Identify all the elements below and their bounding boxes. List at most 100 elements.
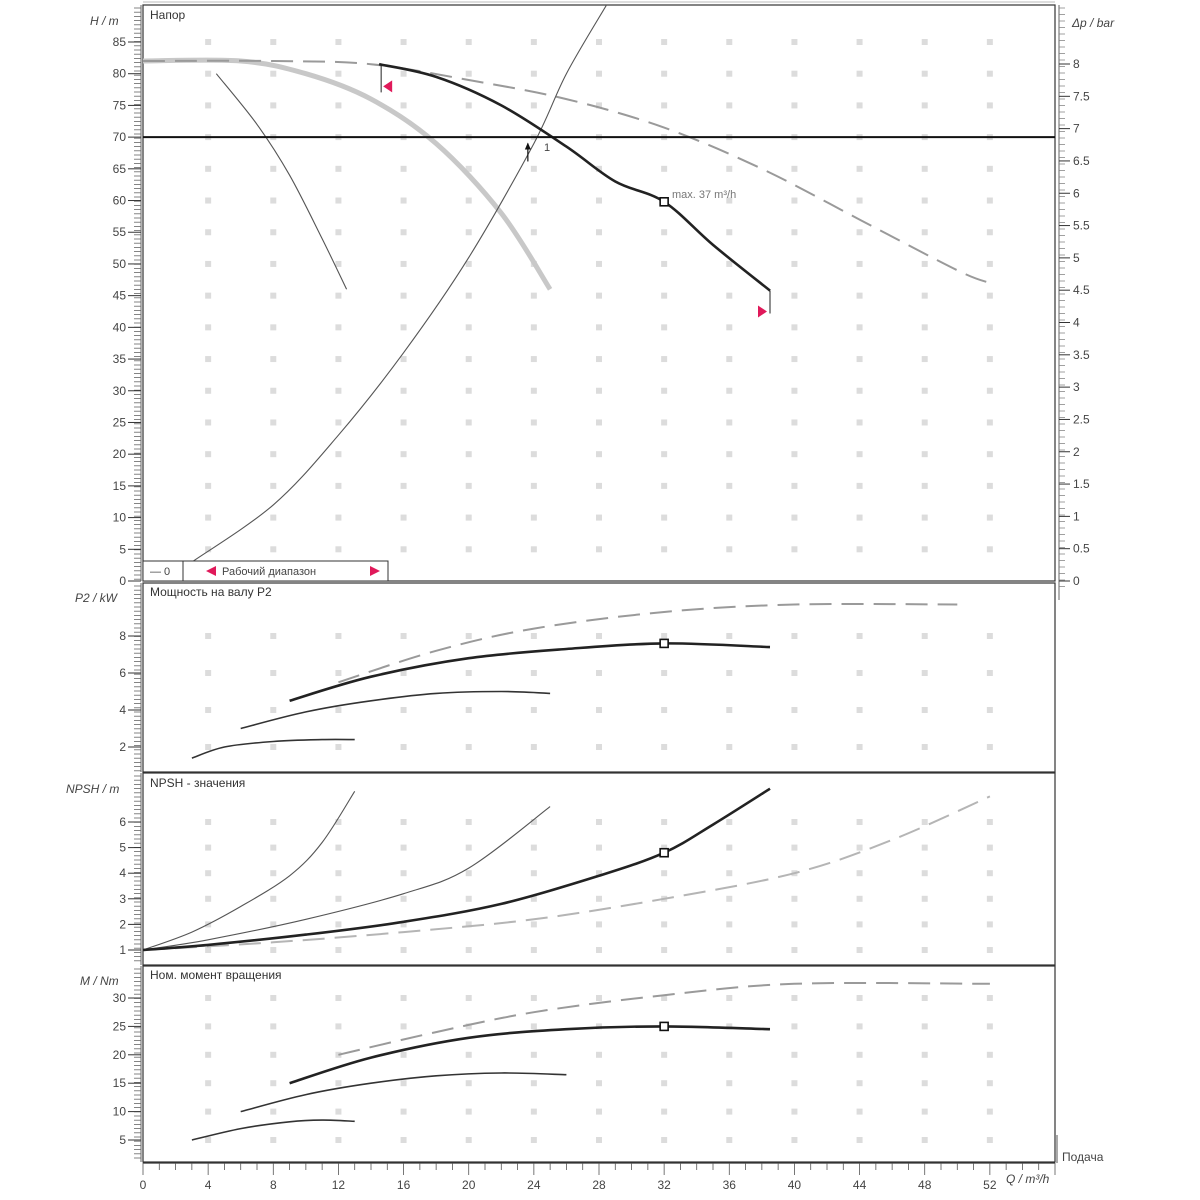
grid-dot	[726, 451, 733, 458]
grid-dot	[596, 260, 602, 267]
grid-dot	[661, 844, 668, 851]
grid-dot	[791, 387, 798, 394]
grid-dot	[205, 1023, 212, 1030]
y-tick-label: 80	[113, 67, 127, 81]
grid-dot	[791, 670, 798, 676]
grid-dot	[335, 1023, 342, 1030]
grid-dot	[465, 197, 472, 204]
grid-dot	[400, 707, 407, 713]
grid-dot	[986, 356, 993, 363]
grid-dot	[986, 387, 993, 394]
grid-dot	[270, 165, 277, 172]
grid-dot	[205, 197, 212, 204]
grid-dot	[791, 356, 798, 363]
grid-dot	[596, 356, 602, 363]
grid-dot	[596, 102, 602, 109]
curve-thin	[143, 806, 551, 951]
grid-dot	[205, 292, 212, 299]
grid-dot	[270, 744, 277, 750]
x-tick-label: 8	[270, 1178, 277, 1192]
grid-dot	[726, 39, 733, 45]
grid-dot	[465, 870, 472, 877]
grid-dot	[986, 947, 993, 953]
grid-dot	[921, 895, 928, 902]
grid-dot	[791, 482, 798, 489]
grid-dot	[726, 1051, 733, 1058]
grid-dot	[465, 165, 472, 172]
grid-dot	[400, 70, 407, 77]
y-tick-label: 40	[113, 320, 127, 334]
grid-dot	[661, 102, 668, 109]
panel-frames	[142, 1, 1056, 1163]
grid-dot	[596, 707, 602, 713]
grid-dot	[205, 229, 212, 236]
grid-dot	[856, 356, 863, 363]
grid-dot	[335, 387, 342, 394]
grid-dot	[335, 995, 342, 1001]
right-tick-label: 1	[1073, 509, 1080, 523]
grid-dot	[856, 39, 863, 45]
grid-dot	[986, 197, 993, 204]
grid-dot	[400, 165, 407, 172]
right-tick-label: 3.5	[1073, 348, 1090, 362]
grid-dot	[596, 292, 602, 299]
grid-dot	[530, 633, 537, 639]
grid-dot	[726, 514, 733, 521]
grid-dot	[986, 707, 993, 713]
range-end-marker-icon	[758, 305, 767, 318]
curve-dashed	[143, 59, 991, 284]
grid-dot	[530, 387, 537, 394]
grid-dot	[856, 670, 863, 676]
legend: — 0 Рабочий диапазон	[142, 560, 389, 582]
x-tick-label: 20	[462, 1178, 476, 1192]
grid-dot	[335, 546, 342, 553]
grid-dot	[921, 633, 928, 639]
grid-dot	[726, 387, 733, 394]
grid-dot	[726, 165, 733, 172]
grid-dot	[465, 1137, 472, 1143]
grid-dot	[921, 1108, 928, 1115]
grid-dot	[791, 324, 798, 331]
grid-dot	[205, 744, 212, 750]
grid-dot	[986, 670, 993, 676]
right-tick-label: 0	[1073, 574, 1080, 588]
grid-dot	[791, 744, 798, 750]
grid-dot	[465, 419, 472, 426]
y-tick-label: 15	[113, 479, 127, 493]
curves	[143, 5, 1055, 1141]
grid-dot	[921, 1023, 928, 1030]
grid-dot	[791, 1023, 798, 1030]
grid-dot	[530, 514, 537, 521]
grid-dot	[791, 451, 798, 458]
grid-dot	[921, 419, 928, 426]
grid-dot	[335, 197, 342, 204]
grid-dot	[661, 870, 668, 877]
grid-dot	[856, 895, 863, 902]
grid-dot	[661, 324, 668, 331]
grid-dot	[856, 1080, 863, 1087]
right-tick-label: 6	[1073, 186, 1080, 200]
grid-dot	[335, 419, 342, 426]
grid-dot	[400, 870, 407, 877]
grid-dot	[270, 356, 277, 363]
grid-dot	[921, 387, 928, 394]
grid-dot	[205, 1080, 212, 1087]
grid-dot	[596, 514, 602, 521]
right-tick-label: 6.5	[1073, 154, 1090, 168]
y-tick-label: 55	[113, 225, 127, 239]
right-tick-label: 2	[1073, 445, 1080, 459]
grid-dot	[661, 921, 668, 928]
grid-dot	[726, 1108, 733, 1115]
x-tick-label: 4	[205, 1178, 212, 1192]
x-tick-label: 44	[853, 1178, 867, 1192]
legend-item-zero: — 0	[150, 566, 170, 578]
grid-dot	[530, 356, 537, 363]
markers	[380, 64, 771, 1032]
curve-thin-bold	[240, 690, 551, 730]
grid-dot	[921, 1137, 928, 1143]
grid-dot	[661, 947, 668, 953]
y-tick-label: 25	[113, 1019, 127, 1033]
grid-dot	[465, 229, 472, 236]
grid-dot	[921, 165, 928, 172]
grid-dot	[596, 744, 602, 750]
